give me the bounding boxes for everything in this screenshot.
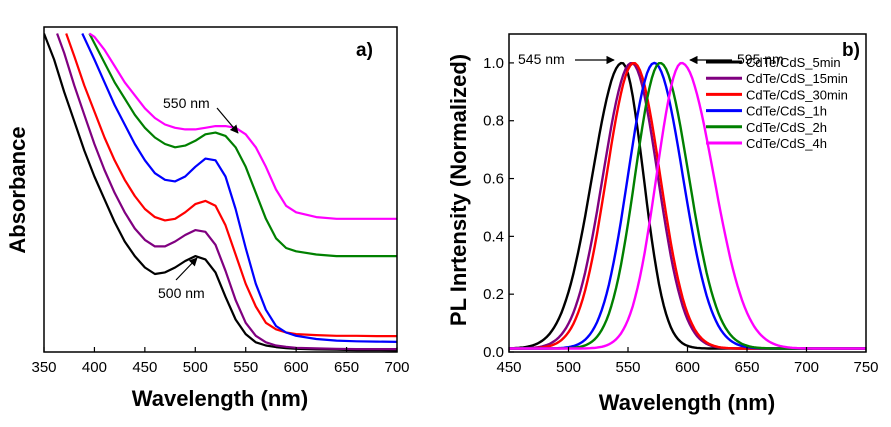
- absorbance-panel-label: a): [356, 40, 373, 61]
- pl-y-tick-label: 0.6: [483, 171, 504, 188]
- absorbance-x-axis-label: Wavelength (nm): [132, 386, 308, 411]
- pl-x-tick-label: 750: [853, 359, 878, 376]
- absorbance-x-tick-label: 550: [233, 359, 258, 376]
- absorbance-y-axis-label: Absorbance: [5, 126, 30, 253]
- pl-x-axis-label: Wavelength (nm): [599, 390, 775, 415]
- pl-x-tick-label: 550: [615, 359, 640, 376]
- annotation-500-label: 500 nm: [158, 285, 205, 301]
- pl-x-tick-label: 600: [675, 359, 700, 376]
- pl-legend-label: CdTe/CdS_15min: [746, 71, 848, 86]
- pl-legend-label: CdTe/CdS_1h: [746, 104, 827, 119]
- absorbance-x-ticks: 350 400 450 500 550 600 650 700: [31, 347, 410, 376]
- pl-panel-label: b): [842, 40, 860, 61]
- pl-x-tick-label: 650: [734, 359, 759, 376]
- pl-legend-label: CdTe/CdS_4h: [746, 136, 827, 151]
- pl-legend-label: CdTe/CdS_2h: [746, 120, 827, 135]
- absorbance-x-tick-label: 600: [284, 359, 309, 376]
- pl-x-tick-label: 500: [556, 359, 581, 376]
- pl-y-tick-label: 0.0: [483, 344, 504, 361]
- annotation-545-label: 545 nm: [518, 51, 565, 67]
- absorbance-line-cdte-cds-15min: [56, 33, 397, 351]
- absorbance-annotations: 550 nm 500 nm: [158, 95, 239, 301]
- absorbance-x-tick-label: 650: [334, 359, 359, 376]
- absorbance-plot-frame: [43, 26, 398, 353]
- absorbance-line-cdte-cds-1h: [81, 33, 397, 343]
- absorbance-line-cdte-cds-4h: [88, 32, 397, 220]
- absorbance-x-tick-label: 450: [132, 359, 157, 376]
- pl-x-ticks: 450 500 550 600 650 700 750: [496, 347, 879, 376]
- pl-legend: CdTe/CdS_5minCdTe/CdS_15minCdTe/CdS_30mi…: [706, 55, 848, 151]
- annotation-595-label: 595 nm: [737, 51, 784, 67]
- pl-chart: 450 500 550 600 650 700 750 0.0 0.2 0.4 0.6 0.8 1.0…: [446, 33, 879, 415]
- absorbance-line-cdte-cds-2h: [88, 33, 397, 258]
- pl-y-tick-label: 0.8: [483, 113, 504, 130]
- pl-y-tick-label: 1.0: [483, 55, 504, 72]
- absorbance-line-cdte-cds-30min: [65, 33, 397, 338]
- annotation-550-arrow: [216, 107, 239, 134]
- annotation-500-arrow: [175, 257, 198, 281]
- absorbance-x-tick-label: 700: [384, 359, 409, 376]
- absorbance-x-tick-label: 500: [183, 359, 208, 376]
- pl-y-tick-label: 0.4: [483, 228, 504, 245]
- absorbance-series-group: [44, 32, 397, 352]
- pl-y-axis-label: PL Inrtensity (Normalized): [446, 54, 471, 326]
- absorbance-chart: 350 400 450 500 550 600 650 700 a) Wavelength (…: [5, 26, 410, 411]
- pl-x-tick-label: 700: [794, 359, 819, 376]
- pl-x-tick-label: 450: [496, 359, 521, 376]
- absorbance-line-cdte-cds-5min: [44, 33, 397, 352]
- pl-y-ticks: 0.0 0.2 0.4 0.6 0.8 1.0: [483, 55, 514, 361]
- absorbance-x-tick-label: 400: [82, 359, 107, 376]
- pl-y-tick-label: 0.2: [483, 286, 504, 303]
- pl-legend-label: CdTe/CdS_30min: [746, 87, 848, 102]
- pl-legend-label: CdTe/CdS_5min: [746, 55, 841, 70]
- annotation-550-label: 550 nm: [163, 95, 210, 111]
- absorbance-x-tick-label: 350: [31, 359, 56, 376]
- pl-annotations: 545 nm 595 nm: [518, 51, 784, 67]
